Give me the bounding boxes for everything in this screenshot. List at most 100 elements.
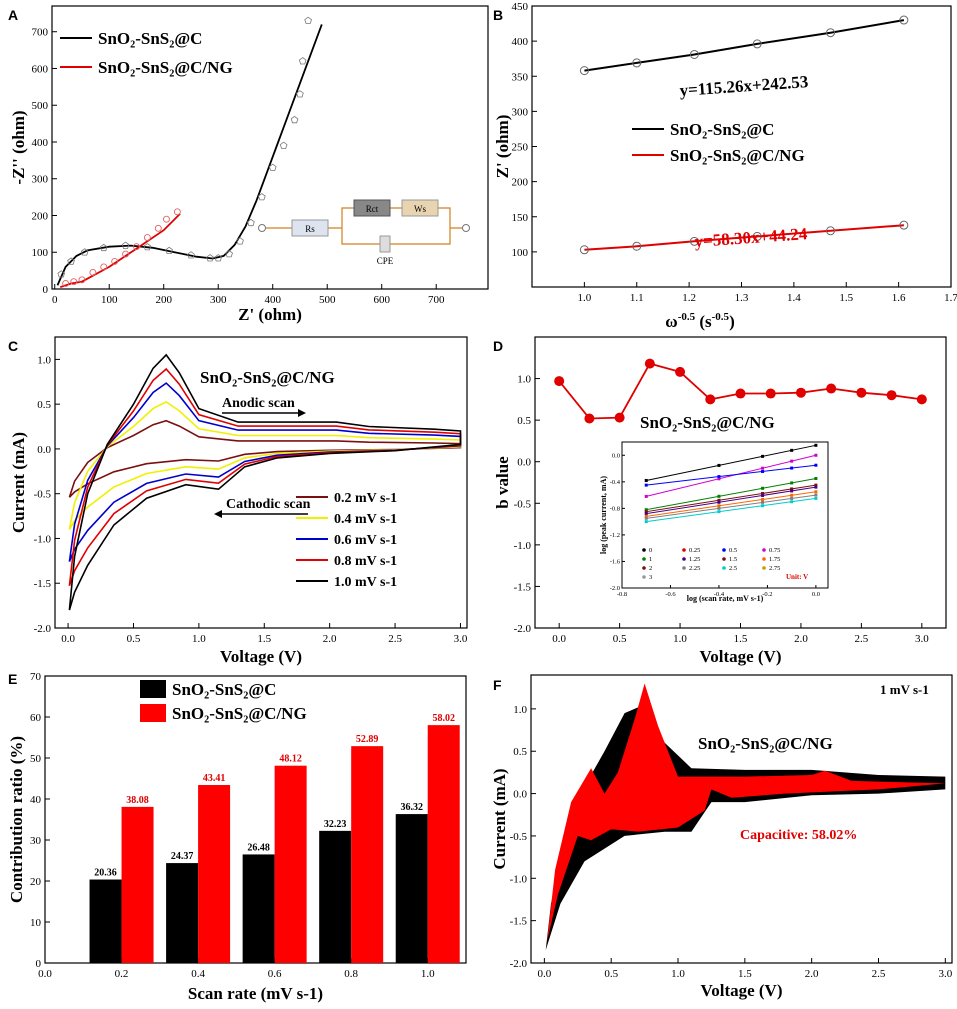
inset-legend-marker bbox=[642, 557, 646, 561]
bar bbox=[395, 814, 428, 963]
panel-b-label: B bbox=[493, 7, 503, 23]
inset-legend-marker bbox=[722, 548, 726, 552]
data-point bbox=[916, 394, 927, 405]
inset-fit-line bbox=[646, 494, 816, 519]
inset-fit-line bbox=[646, 484, 816, 513]
data-point bbox=[80, 248, 89, 256]
data-point bbox=[886, 390, 897, 401]
data-point bbox=[675, 366, 686, 377]
legend-label: SnO₂-SnS₂@C/NG bbox=[172, 704, 307, 723]
x-tick-label: 0.5 bbox=[127, 633, 141, 645]
x-axis-label-part: ) bbox=[729, 312, 735, 331]
x-axis-label: Voltage (V) bbox=[220, 647, 302, 666]
inset-legend-marker bbox=[682, 566, 686, 570]
inset-point bbox=[717, 504, 721, 508]
x-tick-label: 1.0 bbox=[192, 633, 206, 645]
data-point bbox=[99, 243, 108, 252]
inset-legend-label: 0.5 bbox=[729, 547, 737, 554]
x-tick-label: 0.8 bbox=[344, 968, 358, 980]
data-point bbox=[225, 250, 233, 258]
inset-legend-label: 0.25 bbox=[689, 547, 700, 554]
inset-point bbox=[790, 493, 794, 497]
y-tick-label: 0 bbox=[36, 958, 42, 970]
panel-f-label: F bbox=[493, 677, 502, 693]
x-tick-label: 0.6 bbox=[268, 968, 282, 980]
arrow-head bbox=[298, 409, 306, 417]
x-axis-label: Z' (ohm) bbox=[238, 305, 302, 324]
y-axis-label: Current (mA) bbox=[9, 432, 28, 533]
inset-point bbox=[761, 504, 765, 508]
inset-tick-label: -0.6 bbox=[665, 591, 676, 598]
data-point bbox=[899, 15, 909, 25]
x-tick-label: 1.6 bbox=[892, 292, 906, 304]
y-tick-label: 0.0 bbox=[37, 444, 51, 456]
inset-point bbox=[717, 494, 721, 498]
inset-legend-marker bbox=[722, 566, 726, 570]
panel-d-label: D bbox=[493, 338, 503, 354]
data-point bbox=[632, 241, 642, 251]
inset-point bbox=[814, 477, 818, 480]
y-tick-label: -2.0 bbox=[514, 623, 532, 635]
x-tick-label: 0.0 bbox=[38, 968, 52, 980]
x-tick-label: 1.5 bbox=[257, 633, 271, 645]
inset-point bbox=[644, 483, 648, 487]
y-tick-label: 30 bbox=[30, 835, 42, 847]
y-tick-label: -0.5 bbox=[514, 498, 532, 510]
y-axis-label: Z' (ohm) bbox=[493, 115, 512, 179]
x-tick-label: 1.2 bbox=[682, 292, 696, 304]
inset-point bbox=[814, 443, 818, 447]
legend-label: 1.0 mV s-1 bbox=[334, 575, 397, 590]
y-tick-label: 0.0 bbox=[513, 789, 527, 801]
circuit-node bbox=[462, 224, 470, 232]
series-line bbox=[56, 24, 323, 286]
data-point bbox=[752, 231, 762, 241]
legend-label: SnO₂-SnS₂@C bbox=[98, 29, 202, 48]
data-point bbox=[632, 58, 642, 68]
inset-fit-line bbox=[646, 491, 816, 517]
circuit-wire bbox=[328, 207, 464, 245]
inset-tick-label: -0.2 bbox=[762, 591, 772, 598]
legend-label: 0.2 mV s-1 bbox=[334, 491, 397, 506]
data-point bbox=[296, 90, 304, 98]
data-point bbox=[644, 358, 655, 369]
scan-rate-label: 1 mV s-1 bbox=[880, 682, 929, 697]
inset-point bbox=[761, 454, 765, 458]
arrow-head bbox=[214, 510, 222, 518]
inset-frame bbox=[621, 441, 829, 589]
y-tick-label: 600 bbox=[32, 63, 49, 75]
y-tick-label: -2.0 bbox=[34, 623, 52, 635]
bar-value-label: 24.37 bbox=[171, 851, 194, 862]
data-point bbox=[154, 224, 162, 232]
x-tick-label: 0.0 bbox=[61, 633, 75, 645]
x-tick-label: 0.0 bbox=[537, 968, 551, 980]
inset-legend-marker bbox=[682, 548, 686, 552]
inset-x-label: log (scan rate, mV s-1) bbox=[687, 594, 764, 603]
inset-point bbox=[717, 498, 721, 502]
inset-point bbox=[717, 477, 721, 481]
y-tick-label: 40 bbox=[30, 794, 42, 806]
data-point bbox=[614, 412, 625, 423]
y-tick-label: 0.5 bbox=[37, 399, 51, 411]
annotation: Cathodic scan bbox=[226, 497, 311, 512]
series-line bbox=[68, 353, 462, 611]
bar bbox=[166, 863, 199, 963]
inset-point bbox=[644, 516, 648, 520]
data-point bbox=[258, 193, 266, 201]
inset-tick-label: -0.8 bbox=[610, 505, 620, 512]
panel-c-label: C bbox=[8, 338, 18, 354]
x-tick-label: 2.5 bbox=[388, 633, 402, 645]
inset-point bbox=[814, 496, 818, 500]
y-tick-label: -0.5 bbox=[510, 831, 528, 843]
y-tick-label: 400 bbox=[32, 137, 49, 149]
y-tick-label: -1.0 bbox=[34, 533, 52, 545]
data-point bbox=[856, 387, 867, 398]
inset-y-label: log (peak current, mA) bbox=[599, 476, 608, 554]
bar-value-label: 38.08 bbox=[126, 795, 149, 806]
y-tick-label: -1.5 bbox=[510, 916, 528, 928]
inset-tick-label: -2.0 bbox=[610, 585, 620, 592]
x-tick-label: 2.5 bbox=[855, 633, 869, 645]
plot-a-frame bbox=[51, 5, 489, 290]
inset-tick-label: -1.6 bbox=[610, 558, 621, 565]
data-point bbox=[162, 215, 170, 223]
inset-tick-label: 0.0 bbox=[612, 452, 620, 459]
